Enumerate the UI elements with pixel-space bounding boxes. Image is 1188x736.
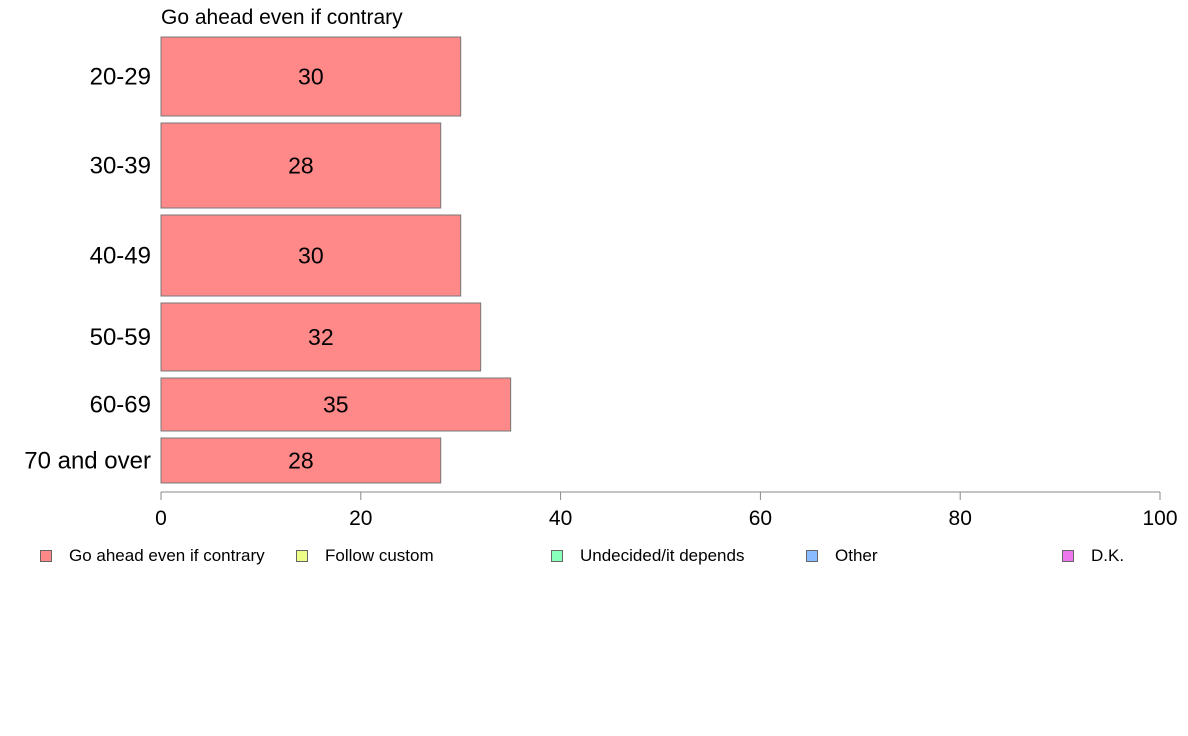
y-tick-label: 30-39: [90, 153, 151, 180]
legend-item: Go ahead even if contrary: [40, 546, 265, 566]
y-axis-labels: 20-29 30-39 40-49 50-59 60-69 70 and over: [24, 64, 151, 475]
x-axis: 0 20 40 60 80 100: [155, 491, 1178, 530]
bar: [160, 36, 462, 117]
legend-label: Other: [835, 546, 878, 565]
legend-item: Undecided/it depends: [551, 546, 744, 566]
legend-label: Follow custom: [325, 546, 434, 565]
y-tick-label: 50-59: [90, 324, 151, 351]
x-tick-label: 60: [749, 507, 772, 530]
x-tick-label: 0: [155, 507, 167, 530]
bar-value-label: 28: [288, 448, 314, 474]
bar-value-label: 28: [288, 153, 314, 179]
legend-label: D.K.: [1091, 546, 1125, 565]
bar-value-label: 32: [308, 324, 334, 350]
legend-item: Other: [806, 546, 878, 566]
legend-label: Undecided/it depends: [580, 546, 745, 565]
y-tick-label: 40-49: [90, 243, 151, 270]
bar: [160, 214, 462, 297]
legend-swatch: [296, 550, 308, 562]
legend-swatch: [806, 550, 818, 562]
legend-swatch: [1062, 550, 1074, 562]
bar: [160, 122, 442, 209]
legend-swatch: [551, 550, 563, 562]
y-tick-label: 70 and over: [24, 448, 151, 475]
legend-label: Go ahead even if contrary: [69, 546, 265, 565]
bar: [160, 437, 442, 484]
legend-item: Follow custom: [296, 546, 434, 566]
bar-value-label: 30: [298, 243, 324, 269]
x-tick-label: 20: [349, 507, 372, 530]
x-tick-label: 80: [949, 507, 972, 530]
legend-item: D.K.: [1062, 546, 1124, 566]
bar: [160, 377, 512, 432]
legend-swatch: [40, 550, 52, 562]
bar-value-label: 35: [323, 392, 349, 418]
bar-value-label: 30: [298, 64, 324, 90]
y-tick-label: 20-29: [90, 64, 151, 91]
chart-title: Go ahead even if contrary: [161, 6, 403, 29]
legend: Go ahead even if contrary Follow custom …: [0, 546, 1188, 570]
x-tick-label: 100: [1142, 507, 1177, 530]
bar: [160, 302, 482, 372]
x-tick-label: 40: [549, 507, 572, 530]
y-tick-label: 60-69: [90, 392, 151, 419]
bars-group: 30 28 30 32 35 28: [160, 36, 512, 484]
